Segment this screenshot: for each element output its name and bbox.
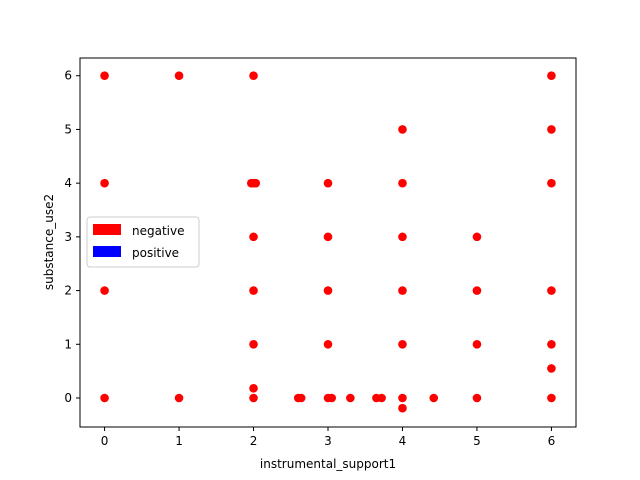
data-point-negative	[547, 339, 556, 349]
y-axis-label: substance_use2	[42, 194, 56, 290]
data-point-negative	[100, 286, 109, 295]
y-tick-label: 3	[64, 230, 72, 244]
data-point-negative	[100, 178, 109, 188]
legend-swatch-positive	[93, 246, 121, 257]
data-point-negative	[251, 178, 261, 188]
legend: negative positive	[86, 216, 200, 268]
data-point-negative	[472, 286, 482, 295]
data-point-negative	[547, 178, 556, 188]
data-point-negative	[323, 178, 333, 188]
data-point-negative	[249, 384, 258, 393]
y-tick-label: 6	[64, 69, 72, 83]
data-point-negative	[472, 393, 482, 403]
data-point-negative	[398, 286, 407, 295]
x-tick-label: 5	[473, 434, 481, 448]
data-point-negative	[174, 393, 184, 403]
data-point-negative	[249, 286, 258, 295]
x-tick-label: 2	[250, 434, 258, 448]
y-tick-label: 2	[64, 284, 72, 298]
data-point-negative	[547, 125, 556, 134]
y-tick-label: 1	[64, 337, 72, 351]
x-tick-label: 4	[399, 434, 407, 448]
data-point-negative	[547, 71, 556, 81]
x-axis-label: instrumental_support1	[260, 457, 396, 471]
data-point-negative	[346, 393, 355, 403]
data-point-negative	[323, 232, 333, 242]
data-point-negative	[398, 178, 407, 188]
y-tick-label: 5	[64, 122, 72, 136]
data-point-negative	[323, 339, 333, 349]
data-point-negative	[249, 232, 258, 242]
data-point-negative	[398, 403, 407, 413]
data-point-negative	[377, 393, 386, 403]
data-point-negative	[547, 364, 556, 373]
data-point-negative	[398, 393, 407, 403]
data-point-negative	[327, 393, 337, 403]
data-point-negative	[398, 125, 407, 134]
y-axis-ticks: 0 1 2 3 4 5 6	[64, 69, 80, 405]
data-point-negative	[547, 286, 556, 295]
y-tick-label: 4	[64, 176, 72, 190]
y-tick-label: 0	[64, 391, 72, 405]
x-tick-label: 1	[175, 434, 183, 448]
data-point-negative	[100, 71, 109, 81]
x-tick-label: 3	[324, 434, 332, 448]
data-point-negative	[429, 393, 439, 403]
data-point-negative	[249, 71, 258, 81]
data-point-negative	[249, 393, 258, 403]
data-point-negative	[174, 71, 184, 81]
legend-label-positive: positive	[132, 246, 179, 260]
data-point-negative	[100, 393, 109, 403]
data-point-negative	[323, 286, 333, 295]
data-point-negative	[472, 339, 482, 349]
data-point-negative	[547, 393, 556, 403]
legend-label-negative: negative	[132, 224, 184, 238]
legend-swatch-negative	[93, 224, 121, 235]
x-tick-label: 0	[101, 434, 109, 448]
data-points	[100, 71, 556, 413]
x-axis-ticks: 0 1 2 3 4 5 6	[101, 427, 555, 448]
data-point-negative	[398, 339, 407, 349]
data-point-negative	[398, 232, 407, 242]
data-point-negative	[472, 232, 482, 242]
x-tick-label: 6	[548, 434, 556, 448]
data-point-negative	[296, 393, 306, 403]
data-point-negative	[249, 339, 258, 349]
